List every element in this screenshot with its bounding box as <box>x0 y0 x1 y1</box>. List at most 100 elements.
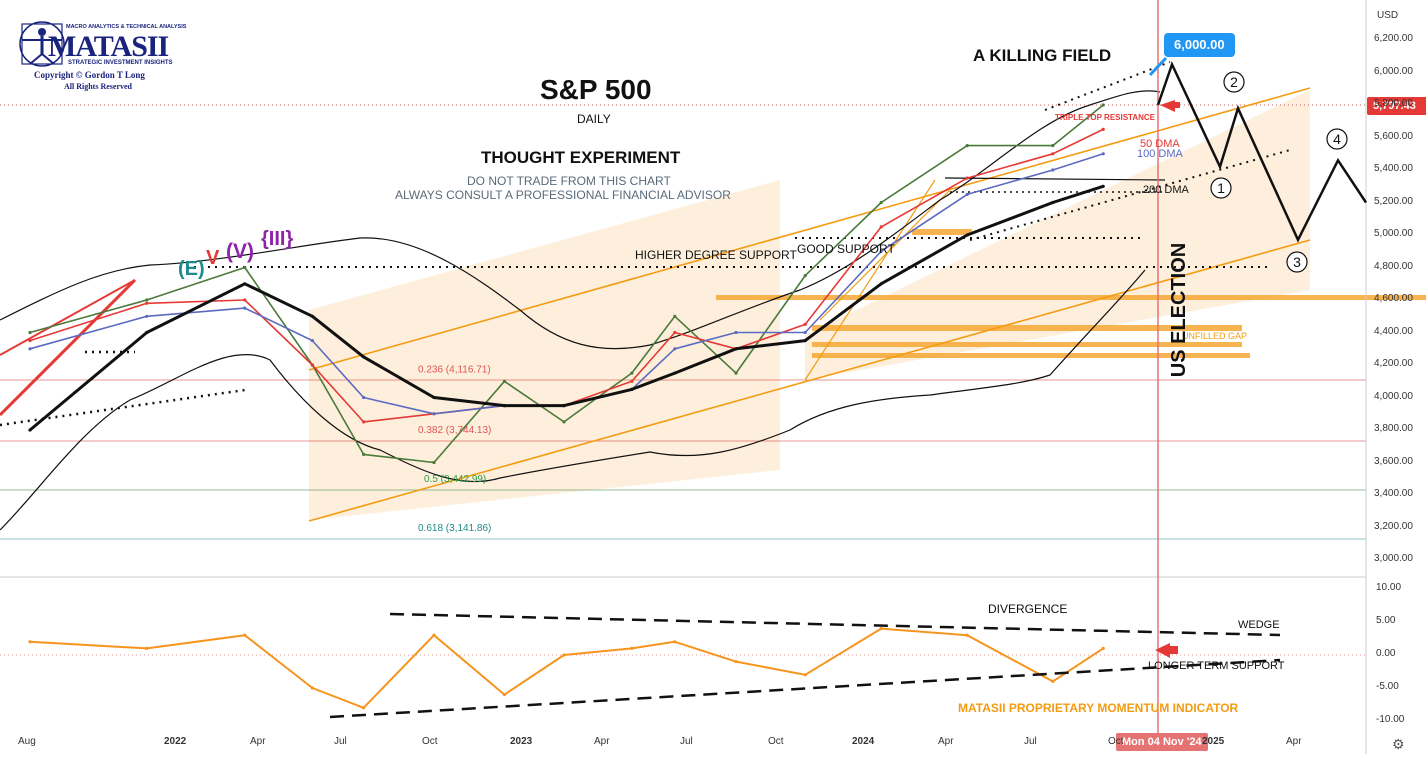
data-point <box>145 298 149 302</box>
wave-circle <box>1286 251 1308 273</box>
divergence-label: DIVERGENCE <box>988 602 1068 616</box>
data-point <box>734 660 738 664</box>
series-line-momentum <box>29 627 1104 709</box>
wedge-label: WEDGE <box>1238 619 1280 631</box>
x-tick-label: 2025 <box>1202 736 1225 747</box>
killing-field-label: A KILLING FIELD <box>973 46 1112 65</box>
y-tick-label: 3,400.00 <box>1374 488 1413 499</box>
data-point <box>502 693 506 697</box>
data-point <box>243 298 247 302</box>
data-point <box>630 371 634 375</box>
series-line-200-dma <box>29 184 1104 432</box>
data-point <box>803 673 807 677</box>
longer-support-label: LONGER TERM SUPPORT <box>1148 660 1285 672</box>
data-point <box>432 633 436 637</box>
logo-tagline: MACRO ANALYTICS & TECHNICAL ANALYSIS <box>66 24 187 30</box>
x-tick-label: Apr <box>594 736 610 747</box>
y-tick-label: 3,600.00 <box>1374 455 1413 467</box>
data-point <box>432 395 436 400</box>
y-tick-label: 5,400.00 <box>1374 163 1413 174</box>
left-red-line-2 <box>0 279 136 356</box>
channel-shade-2 <box>805 90 1310 380</box>
data-point <box>310 314 314 318</box>
data-point <box>879 282 883 286</box>
data-point <box>28 330 32 335</box>
data-point <box>28 640 32 644</box>
data-point <box>145 301 149 305</box>
currency-label: USD <box>1377 10 1399 21</box>
gap-box-2 <box>812 325 1242 331</box>
x-tick-label: Oct <box>422 736 438 747</box>
fib-label: 0.236 (4,116.71) <box>418 365 491 376</box>
lower-band <box>0 269 1146 531</box>
chart-title: S&P 500 <box>540 74 652 105</box>
settings-icon[interactable]: ⚙ <box>1392 736 1405 752</box>
gap-box-3 <box>812 342 1242 347</box>
x-tick-label: Apr <box>250 736 266 747</box>
y-tick-label: 3,000.00 <box>1374 553 1413 564</box>
data-point <box>28 347 32 351</box>
vitruvian-icon <box>19 21 65 67</box>
x-tick-label: Jul <box>680 736 693 747</box>
logo-subtitle: STRATEGIC INVESTMENT INSIGHTS <box>68 60 173 66</box>
data-point <box>1101 184 1105 188</box>
data-point <box>803 274 807 278</box>
data-point <box>965 144 969 148</box>
good-support-label: GOOD SUPPORT <box>797 242 895 256</box>
data-point <box>630 379 634 383</box>
red-arrow-momentum <box>1155 643 1178 658</box>
disclaimer-1: DO NOT TRADE FROM THIS CHART <box>467 174 671 188</box>
gap-box-5 <box>912 229 972 235</box>
data-point <box>145 646 149 651</box>
channel-steep-1 <box>804 179 936 381</box>
data-point <box>630 646 634 651</box>
data-point <box>965 176 969 180</box>
data-point <box>1051 200 1055 205</box>
projection-path <box>1156 61 1368 243</box>
y-tick-label: 4,800.00 <box>1374 260 1413 272</box>
data-point <box>362 395 366 400</box>
data-point <box>362 452 366 456</box>
dma100-label: 100 DMA <box>1137 148 1183 160</box>
data-point <box>502 379 506 383</box>
data-point <box>362 420 366 424</box>
fib-label: 0.618 (3,141.86) <box>418 523 491 534</box>
x-tick-label: 2022 <box>164 736 187 747</box>
target-price-tag: 6,000.00 <box>1164 33 1235 57</box>
wave-number: 2 <box>1230 74 1238 90</box>
data-point <box>803 339 807 343</box>
election-label: US ELECTION <box>1168 242 1190 378</box>
channel-steep-2 <box>819 189 951 321</box>
fib-label: 0.5 (3,442.99) <box>424 474 486 485</box>
data-point <box>673 330 677 335</box>
last-price-tag: 5,797.43 <box>1367 97 1426 115</box>
momentum-tick-label: 10.00 <box>1376 582 1402 593</box>
y-tick-label: 5,800.00 <box>1374 98 1413 109</box>
y-tick-label: 4,000.00 <box>1374 390 1413 402</box>
resistance-line <box>944 177 1166 181</box>
dma200-label: 200 DMA <box>1143 184 1189 196</box>
y-tick-label: 4,200.00 <box>1374 358 1413 369</box>
data-point <box>673 640 677 644</box>
data-point <box>734 347 738 351</box>
red-arrow-price <box>1160 100 1180 112</box>
data-point <box>432 460 436 465</box>
momentum-tick-label: 0.00 <box>1376 648 1396 659</box>
y-tick-label: 6,000.00 <box>1374 65 1413 77</box>
data-point <box>1101 127 1105 131</box>
y-tick-label: 6,200.00 <box>1374 33 1413 44</box>
logo-copyright: Copyright © Gordon T Long <box>34 70 145 80</box>
data-point <box>965 633 969 637</box>
wave-III: {III} <box>261 228 294 250</box>
left-red-line-1 <box>0 278 137 417</box>
data-point <box>1051 144 1055 148</box>
data-point <box>502 404 506 408</box>
y-tick-label: 4,400.00 <box>1374 325 1413 337</box>
data-point <box>803 330 807 335</box>
data-point <box>803 322 807 326</box>
data-point <box>310 686 314 690</box>
data-point <box>879 225 883 229</box>
x-tick-label: Jul <box>1024 736 1037 747</box>
y-tick-label: 5,600.00 <box>1374 130 1413 142</box>
